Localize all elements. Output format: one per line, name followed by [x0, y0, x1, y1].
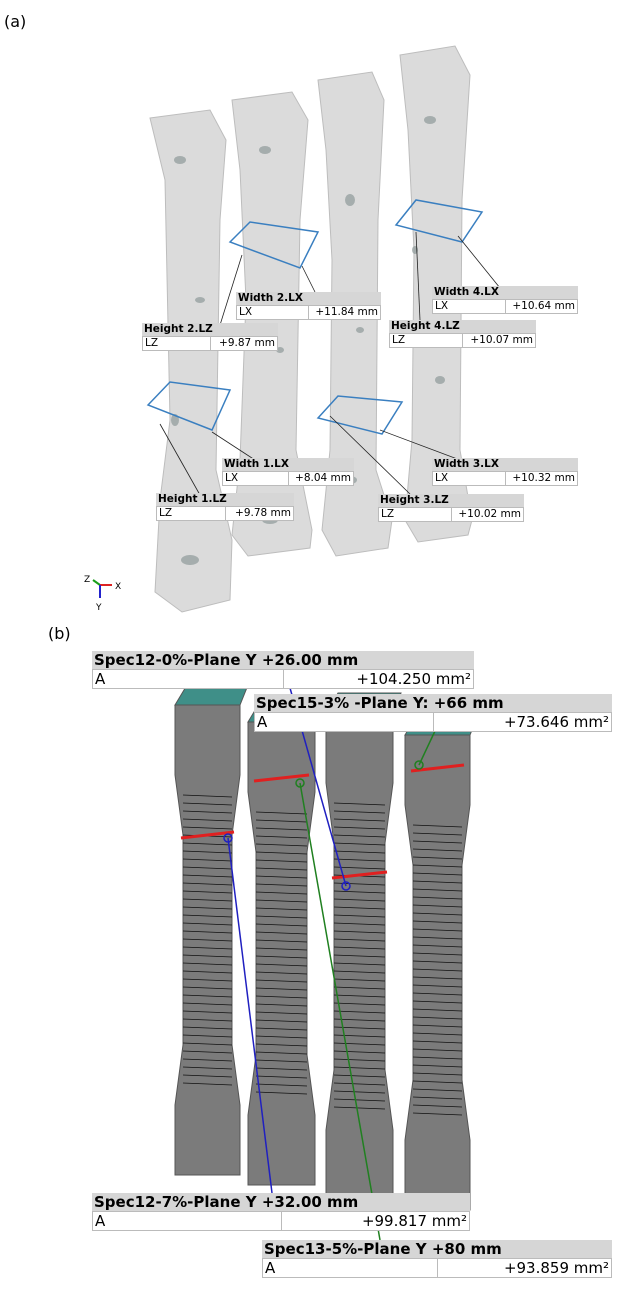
- measurement-row: LZ+10.07 mm: [389, 333, 536, 348]
- measurement-param: A: [93, 670, 283, 688]
- measurement-param: LX: [223, 472, 288, 485]
- measurement-label: Height 4.LZLZ+10.07 mm: [389, 320, 536, 348]
- measurement-title: Spec12-0%-Plane Y +26.00 mm: [92, 651, 474, 669]
- measurement-param: A: [93, 1212, 281, 1230]
- measurement-title: Width 4.LX: [432, 286, 578, 299]
- measurement-row: A+104.250 mm²: [92, 669, 474, 689]
- measurement-param: LZ: [143, 337, 210, 350]
- measurement-value: +9.78 mm: [225, 507, 294, 520]
- measurement-label: Width 1.LXLX+8.04 mm: [222, 458, 354, 486]
- measurement-param: LZ: [390, 334, 462, 347]
- axis-x: X: [115, 582, 121, 592]
- measurement-value: +104.250 mm²: [283, 670, 474, 688]
- axis-z: Z: [84, 575, 90, 585]
- measurement-label: Width 4.LXLX+10.64 mm: [432, 286, 578, 314]
- measurement-label: Spec12-0%-Plane Y +26.00 mmA+104.250 mm²: [92, 651, 474, 689]
- measurement-label: Spec12-7%-Plane Y +32.00 mmA+99.817 mm²: [92, 1193, 470, 1231]
- measurement-label: Height 2.LZLZ+9.87 mm: [142, 323, 278, 351]
- measurement-row: LX+11.84 mm: [236, 305, 381, 320]
- measurement-title: Spec13-5%-Plane Y +80 mm: [262, 1240, 612, 1258]
- measurement-value: +10.32 mm: [505, 472, 578, 485]
- axis-y: Y: [95, 603, 102, 613]
- measurement-title: Width 3.LX: [432, 458, 578, 471]
- measurement-value: +8.04 mm: [288, 472, 354, 485]
- measurement-row: A+99.817 mm²: [92, 1211, 470, 1231]
- measurement-title: Height 4.LZ: [389, 320, 536, 333]
- figure: Z X Y (a) (b) Width 2.LXLX+11.84 mmHeigh…: [0, 0, 619, 1305]
- measurement-title: Height 3.LZ: [378, 494, 524, 507]
- measurement-value: +11.84 mm: [308, 306, 380, 319]
- measurement-row: LZ+9.78 mm: [156, 506, 294, 521]
- panel-label: (b): [48, 624, 71, 643]
- measurement-param: A: [255, 713, 433, 731]
- measurement-label: Width 2.LXLX+11.84 mm: [236, 292, 381, 320]
- measurement-param: LZ: [157, 507, 225, 520]
- measurement-title: Width 1.LX: [222, 458, 354, 471]
- measurement-param: LX: [433, 472, 505, 485]
- measurement-param: LX: [237, 306, 308, 319]
- axis-triad: Z X Y: [84, 575, 121, 613]
- measurement-row: LX+8.04 mm: [222, 471, 354, 486]
- measurement-title: Height 1.LZ: [156, 493, 294, 506]
- measurement-title: Height 2.LZ: [142, 323, 278, 336]
- measurement-title: Spec15-3% -Plane Y: +66 mm: [254, 694, 612, 712]
- measurement-value: +10.07 mm: [462, 334, 535, 347]
- measurement-value: +9.87 mm: [210, 337, 278, 350]
- measurement-param: LX: [433, 300, 505, 313]
- measurement-row: A+73.646 mm²: [254, 712, 612, 732]
- measurement-label: Spec15-3% -Plane Y: +66 mmA+73.646 mm²: [254, 694, 612, 732]
- measurement-value: +10.64 mm: [505, 300, 578, 313]
- measurement-value: +99.817 mm²: [281, 1212, 470, 1230]
- measurement-param: LZ: [379, 508, 451, 521]
- measurement-param: A: [263, 1259, 437, 1277]
- specimen: [405, 735, 470, 1210]
- measurement-value: +73.646 mm²: [433, 713, 612, 731]
- measurement-value: +93.859 mm²: [437, 1259, 612, 1277]
- measurement-row: A+93.859 mm²: [262, 1258, 612, 1278]
- measurement-value: +10.02 mm: [451, 508, 524, 521]
- measurement-title: Spec12-7%-Plane Y +32.00 mm: [92, 1193, 470, 1211]
- measurement-title: Width 2.LX: [236, 292, 381, 305]
- measurement-row: LZ+10.02 mm: [378, 507, 524, 522]
- measurement-row: LX+10.64 mm: [432, 299, 578, 314]
- measurement-row: LX+10.32 mm: [432, 471, 578, 486]
- measurement-label: Height 1.LZLZ+9.78 mm: [156, 493, 294, 521]
- measurement-row: LZ+9.87 mm: [142, 336, 278, 351]
- specimen: [248, 722, 315, 1185]
- panel-label: (a): [4, 12, 26, 31]
